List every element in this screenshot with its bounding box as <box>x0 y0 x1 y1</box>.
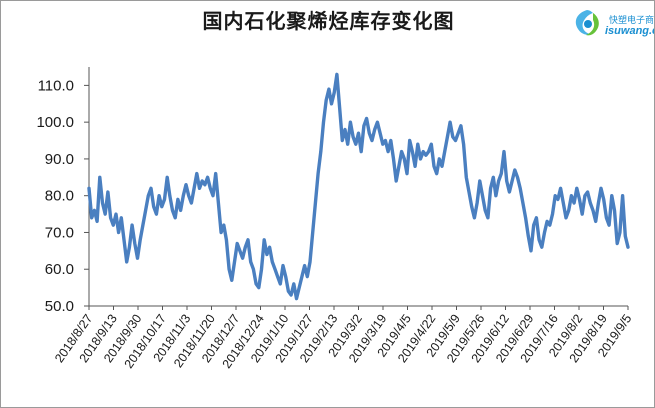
site-logo[interactable]: 快塑电子商 isuwang.c <box>569 7 655 41</box>
series-group <box>87 72 630 301</box>
y-axis: 50.0 60.0 70.0 80.0 90.0 100.0 110.0 <box>36 67 90 315</box>
y-tick-label: 110.0 <box>38 77 74 94</box>
y-tick-label: 50.0 <box>45 298 74 315</box>
chart-title: 国内石化聚烯烃库存变化图 <box>202 9 455 33</box>
y-tick-label: 70.0 <box>45 224 74 241</box>
logo-name-cn: 快塑电子商 <box>609 16 655 26</box>
y-tick-label: 90.0 <box>45 151 74 168</box>
y-tick-label: 60.0 <box>45 261 74 278</box>
logo-icon <box>575 10 599 36</box>
y-tick-label: 80.0 <box>45 188 74 205</box>
series-line <box>87 72 630 301</box>
logo-name-en: isuwang.c <box>605 25 655 37</box>
x-axis: 2018/8/272018/9/132018/9/302018/10/17201… <box>52 305 634 371</box>
y-tick-label: 100.0 <box>36 114 74 131</box>
